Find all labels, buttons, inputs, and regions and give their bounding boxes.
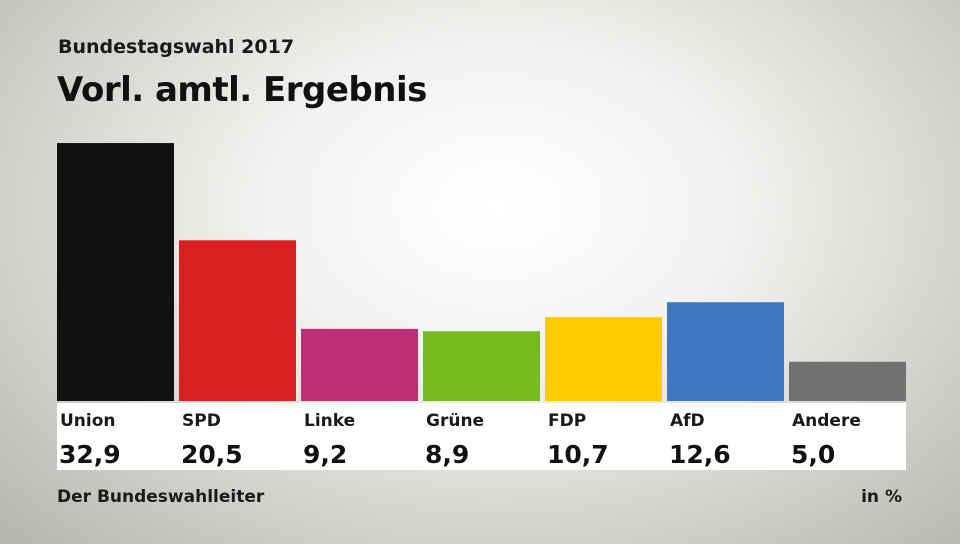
value-label: 32,9 [59, 440, 121, 469]
bar-afd [667, 302, 784, 401]
bar-fdp [545, 317, 662, 401]
bar-spd [179, 240, 296, 401]
chart-title: Vorl. amtl. Ergebnis [57, 70, 427, 110]
category-label: AfD [670, 411, 705, 431]
category-label: Grüne [426, 411, 484, 431]
label-panel [57, 403, 906, 470]
category-label: Union [60, 411, 116, 431]
value-label: 20,5 [181, 440, 243, 469]
value-label: 8,9 [425, 440, 469, 469]
category-label: FDP [548, 411, 586, 431]
value-label: 5,0 [791, 440, 835, 469]
value-label: 9,2 [303, 440, 347, 469]
chart-subtitle: Bundestagswahl 2017 [58, 36, 295, 58]
value-label: 12,6 [669, 440, 731, 469]
bar-union [57, 143, 174, 401]
source-label: Der Bundeswahlleiter [57, 487, 265, 507]
category-label: SPD [182, 411, 221, 431]
unit-label: in % [861, 487, 902, 507]
category-label: Andere [792, 411, 861, 431]
category-label: Linke [304, 411, 355, 431]
bar-grüne [423, 331, 540, 401]
bar-linke [301, 328, 418, 401]
bar-andere [789, 361, 906, 401]
value-label: 10,7 [547, 440, 609, 469]
